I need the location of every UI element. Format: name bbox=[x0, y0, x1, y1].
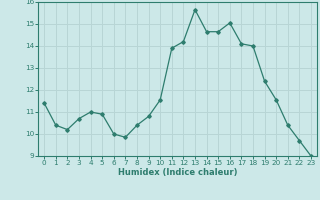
X-axis label: Humidex (Indice chaleur): Humidex (Indice chaleur) bbox=[118, 168, 237, 177]
